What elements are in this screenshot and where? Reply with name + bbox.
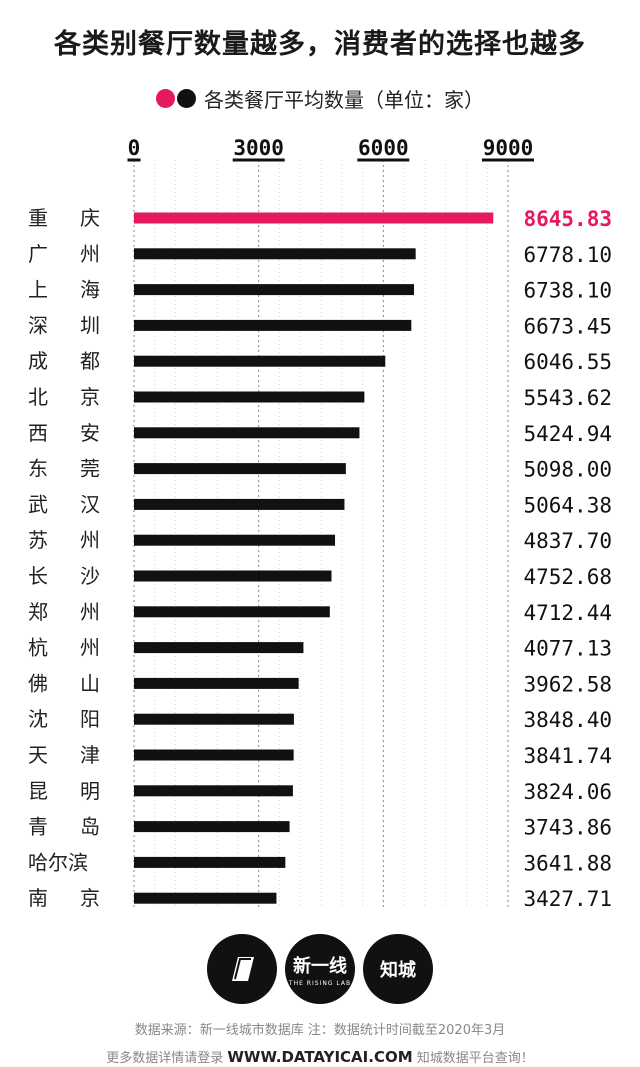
x-tick-label: 0 [128, 136, 141, 160]
value-label: 5064.38 [523, 493, 612, 517]
legend: 各类餐厅平均数量（单位：家） [0, 84, 640, 113]
category-label: 东莞 [28, 457, 100, 481]
chart-title: 各类别餐厅数量越多，消费者的选择也越多 [54, 29, 586, 60]
bar [134, 319, 412, 331]
category-label: 天津 [28, 743, 100, 767]
bar [134, 570, 332, 582]
value-label: 3962.58 [523, 672, 612, 696]
data-source-note: 数据来源：新一线城市数据库 注：数据统计时间截至2020年3月 [134, 1023, 506, 1038]
category-label: 长沙 [28, 564, 100, 588]
bar [134, 498, 345, 510]
bar [134, 642, 304, 654]
category-label: 昆明 [28, 779, 100, 803]
value-label: 3427.71 [523, 887, 612, 911]
category-label: 深圳 [28, 313, 100, 337]
value-label: 3743.86 [523, 816, 612, 840]
bar [134, 856, 286, 868]
bar [134, 427, 360, 439]
bar [134, 785, 293, 797]
category-label: 哈尔滨 [28, 850, 88, 874]
bar [134, 534, 336, 546]
value-label: 6673.45 [523, 314, 612, 338]
x-tick-label: 3000 [233, 136, 284, 160]
bar-chart: 0 3000 6000 9000 重庆 8645.83 广州 6778.10 上海 6738.10… [28, 136, 612, 911]
footer-url[interactable]: WWW.DATAYICAI.COM [227, 1048, 413, 1066]
bar [134, 355, 386, 367]
value-label: 3641.88 [523, 851, 612, 875]
footer-suffix: 知城数据平台查询！ [416, 1051, 534, 1066]
bar [134, 391, 365, 403]
legend-label: 各类餐厅平均数量（单位：家） [204, 88, 484, 112]
footer: 更多数据详情请登录 WWW.DATAYICAI.COM 知城数据平台查询！ [0, 1047, 640, 1066]
value-label: 4712.44 [523, 601, 612, 625]
value-label: 4077.13 [523, 637, 612, 661]
category-label: 青岛 [28, 815, 100, 839]
bar [134, 677, 299, 689]
value-label: 5098.00 [523, 458, 612, 482]
logo-datayicai [207, 934, 277, 1004]
category-label: 上海 [28, 278, 100, 302]
bar [134, 284, 415, 296]
value-label: 3824.06 [523, 780, 612, 804]
value-label: 5543.62 [523, 386, 612, 410]
value-label: 4752.68 [523, 565, 612, 589]
footer-prefix: 更多数据详情请登录 [106, 1051, 224, 1066]
category-label: 杭州 [28, 636, 100, 660]
bar [134, 248, 416, 260]
bar [134, 749, 294, 761]
bar [134, 821, 290, 833]
value-label: 6778.10 [523, 243, 612, 267]
logo-mark-icon [232, 957, 254, 981]
logo-row: 新一线 THE RISING LAB 知城 [0, 934, 640, 1004]
value-label: 6046.55 [523, 350, 612, 374]
category-label: 南京 [28, 886, 100, 910]
value-label: 3848.40 [523, 708, 612, 732]
value-label: 6738.10 [523, 279, 612, 303]
logo-zhicheng-text: 知城 [380, 960, 416, 981]
bar [134, 713, 294, 725]
value-label: 3841.74 [523, 744, 612, 768]
value-label: 4837.70 [523, 529, 612, 553]
category-label: 苏州 [28, 528, 100, 552]
category-label: 武汉 [28, 492, 100, 516]
logo-zhicheng: 知城 [363, 934, 433, 1004]
x-tick-label: 9000 [483, 136, 534, 160]
category-label: 西安 [28, 421, 100, 445]
bar [134, 892, 277, 904]
bar [134, 463, 346, 475]
bar [134, 606, 330, 618]
category-label: 郑州 [28, 600, 100, 624]
category-label: 沈阳 [28, 707, 100, 731]
legend-dot-highlight [156, 89, 175, 108]
legend-dot-default [177, 89, 196, 108]
bar [134, 212, 494, 224]
x-tick-label: 6000 [358, 136, 409, 160]
logo-xinyixian-sub: THE RISING LAB [288, 979, 352, 987]
logo-xinyixian-text: 新一线 [293, 955, 347, 977]
category-label: 重庆 [28, 206, 100, 230]
value-label: 5424.94 [523, 422, 612, 446]
category-label: 成都 [28, 349, 100, 373]
category-label: 佛山 [28, 671, 100, 695]
category-label: 北京 [28, 385, 100, 409]
logo-xinyixian: 新一线 THE RISING LAB [285, 934, 355, 1004]
value-label: 8645.83 [523, 207, 612, 231]
category-label: 广州 [28, 242, 100, 266]
